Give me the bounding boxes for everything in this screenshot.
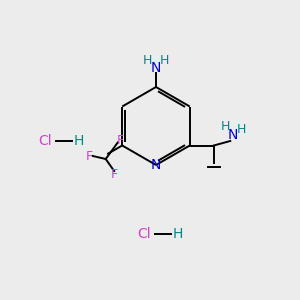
Text: H: H bbox=[160, 53, 169, 67]
Text: H: H bbox=[143, 53, 152, 67]
Text: N: N bbox=[151, 61, 161, 75]
Text: F: F bbox=[86, 149, 93, 163]
Text: H: H bbox=[74, 134, 84, 148]
Text: Cl: Cl bbox=[38, 134, 52, 148]
Text: F: F bbox=[111, 167, 118, 181]
Text: Cl: Cl bbox=[137, 227, 151, 241]
Text: N: N bbox=[151, 158, 161, 172]
Text: H: H bbox=[220, 120, 230, 134]
Text: F: F bbox=[117, 134, 124, 147]
Text: H: H bbox=[237, 123, 246, 136]
Text: N: N bbox=[228, 128, 238, 142]
Text: H: H bbox=[172, 227, 183, 241]
